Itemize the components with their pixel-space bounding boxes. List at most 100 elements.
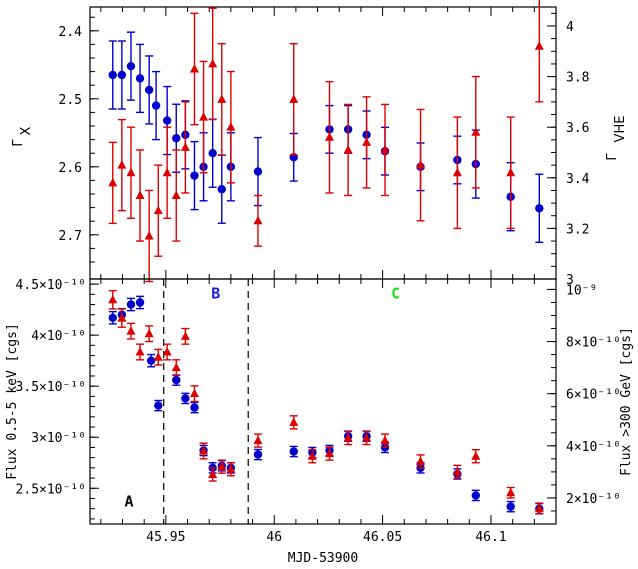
data-point-triangle bbox=[117, 160, 127, 169]
right-tick-label: 3.4 bbox=[566, 172, 590, 187]
left-axis-label-sub: X bbox=[19, 126, 34, 135]
data-point-triangle bbox=[362, 432, 372, 442]
data-point-circle bbox=[172, 134, 181, 143]
data-point-circle bbox=[535, 204, 544, 213]
data-point-circle bbox=[181, 394, 190, 403]
bottom-frame bbox=[89, 278, 557, 525]
data-point-triangle bbox=[180, 142, 190, 151]
left-axis-label: Γ bbox=[11, 139, 26, 147]
data-point-triangle bbox=[171, 362, 181, 372]
data-point-triangle bbox=[217, 94, 227, 103]
data-point-triangle bbox=[217, 461, 227, 471]
top-series-triangle bbox=[108, 0, 544, 283]
data-point-triangle bbox=[471, 451, 481, 460]
data-point-triangle bbox=[108, 294, 118, 304]
data-point-triangle bbox=[126, 326, 136, 335]
left-tick-label: 2.4 bbox=[59, 25, 83, 40]
data-point-triangle bbox=[471, 127, 481, 136]
data-point-triangle bbox=[199, 112, 209, 121]
data-point-circle bbox=[151, 101, 161, 110]
left-tick-label: 2.6 bbox=[59, 161, 82, 176]
data-point-triangle bbox=[506, 487, 516, 497]
data-point-triangle bbox=[180, 331, 190, 340]
data-point-triangle bbox=[126, 167, 136, 177]
data-point-triangle bbox=[307, 451, 317, 460]
x-tick-label: 45.95 bbox=[146, 530, 185, 545]
data-point-triangle bbox=[534, 41, 544, 50]
right-tick-label: 3.2 bbox=[566, 222, 589, 237]
bottom-series-triangle bbox=[108, 290, 544, 515]
right-tick-label: 4×10⁻¹⁰ bbox=[566, 440, 621, 455]
data-point-circle bbox=[126, 61, 136, 71]
data-point-circle bbox=[108, 313, 117, 322]
right-axis-label-sub: VHE bbox=[613, 116, 628, 143]
right-tick-label: 6×10⁻¹⁰ bbox=[566, 388, 621, 403]
data-point-triangle bbox=[534, 503, 544, 512]
x-tick-label: 46.05 bbox=[363, 530, 402, 545]
region-label-b: B bbox=[211, 284, 220, 302]
data-point-circle bbox=[190, 403, 199, 412]
data-point-triangle bbox=[108, 177, 118, 187]
data-point-triangle bbox=[162, 167, 172, 177]
data-point-circle bbox=[117, 70, 127, 80]
data-point-triangle bbox=[135, 190, 145, 200]
data-point-circle bbox=[126, 300, 136, 309]
data-point-triangle bbox=[506, 167, 516, 177]
data-point-circle bbox=[146, 356, 156, 365]
data-point-triangle bbox=[162, 346, 172, 356]
x-tick-label: 46 bbox=[266, 530, 282, 545]
data-point-circle bbox=[108, 70, 117, 80]
data-point-triangle bbox=[325, 448, 335, 458]
data-point-circle bbox=[253, 450, 263, 459]
data-point-circle bbox=[135, 74, 145, 83]
data-point-circle bbox=[154, 401, 163, 410]
data-point-triangle bbox=[325, 132, 335, 141]
data-point-circle bbox=[217, 185, 226, 194]
data-point-triangle bbox=[253, 435, 263, 445]
right-axis-label: Γ bbox=[605, 153, 620, 161]
data-point-triangle bbox=[208, 469, 218, 478]
right-tick-label: 10⁻⁹ bbox=[566, 283, 597, 298]
data-point-triangle bbox=[452, 466, 462, 476]
data-point-circle bbox=[471, 491, 481, 500]
right-tick-label: 3.6 bbox=[566, 121, 589, 136]
left-axis-label: Flux 0.5-5 keV [cgs] bbox=[5, 323, 20, 480]
data-point-circle bbox=[289, 447, 298, 456]
left-tick-label: 4×10⁻¹⁰ bbox=[31, 329, 86, 344]
data-point-triangle bbox=[343, 432, 353, 442]
top-series-circle bbox=[108, 31, 544, 243]
x-tick-label: 46.1 bbox=[475, 530, 506, 545]
region-label-a: A bbox=[124, 493, 133, 511]
data-point-circle bbox=[162, 116, 172, 125]
data-point-triangle bbox=[226, 122, 236, 131]
data-point-triangle bbox=[380, 144, 390, 154]
data-point-triangle bbox=[343, 144, 353, 154]
data-point-triangle bbox=[253, 215, 263, 225]
left-tick-label: 2.5 bbox=[59, 93, 82, 108]
left-tick-label: 3×10⁻¹⁰ bbox=[31, 431, 86, 446]
right-axis-label: Flux >300 GeV [cgs] bbox=[619, 327, 634, 476]
data-point-triangle bbox=[199, 446, 209, 455]
left-tick-label: 4.5×10⁻¹⁰ bbox=[16, 278, 86, 293]
data-point-triangle bbox=[189, 388, 199, 398]
data-point-circle bbox=[144, 85, 154, 95]
data-point-triangle bbox=[171, 190, 181, 200]
data-point-triangle bbox=[380, 435, 390, 445]
top-frame bbox=[89, 6, 557, 280]
data-point-triangle bbox=[117, 313, 127, 322]
data-point-triangle bbox=[208, 58, 218, 68]
bottom-panel: 45.95 46 46.05 46.1 MJD-53900 2.5×10⁻¹⁰ 3×10⁻¹… bbox=[5, 278, 634, 566]
right-tick-label: 3 bbox=[566, 273, 574, 288]
data-point-triangle bbox=[144, 328, 154, 338]
data-point-circle bbox=[135, 298, 145, 307]
right-tick-label: 4 bbox=[566, 20, 574, 35]
data-point-triangle bbox=[289, 417, 299, 426]
data-point-triangle bbox=[144, 230, 154, 240]
data-point-circle bbox=[190, 171, 199, 180]
data-point-circle bbox=[506, 502, 515, 511]
bottom-series-circle bbox=[108, 295, 544, 515]
right-tick-label: 3.8 bbox=[566, 71, 589, 86]
data-point-triangle bbox=[289, 94, 299, 103]
